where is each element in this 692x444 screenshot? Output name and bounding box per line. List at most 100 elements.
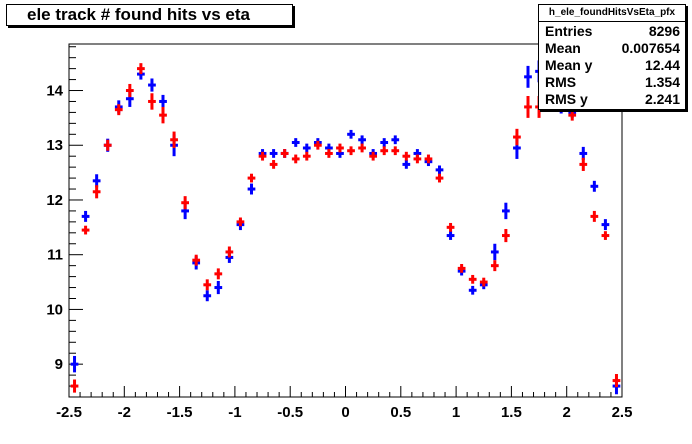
data-point: [225, 246, 234, 258]
data-point: [391, 146, 400, 156]
x-tick-label: 0: [341, 404, 349, 421]
x-tick-label: 2.5: [612, 404, 633, 421]
data-point: [568, 109, 577, 121]
data-point: [114, 104, 123, 116]
stats-label: Mean y: [545, 56, 593, 73]
y-tick-label: 9: [55, 356, 63, 373]
stats-value: 2.241: [644, 90, 680, 107]
x-tick-label: -2.5: [56, 404, 82, 421]
stats-histogram-name: h_ele_foundHitsVsEta_pfx: [539, 5, 685, 22]
data-point: [612, 374, 621, 388]
x-tick-label: 0.5: [390, 404, 411, 421]
data-point: [358, 143, 366, 153]
stats-value: 8296: [648, 22, 680, 39]
data-point: [380, 138, 389, 147]
data-point: [247, 183, 256, 195]
stats-value: 0.007654: [621, 39, 680, 56]
data-point: [579, 157, 588, 171]
data-point: [170, 131, 178, 148]
data-point: [424, 154, 433, 164]
stats-label: RMS y: [545, 90, 588, 107]
data-point: [291, 154, 300, 164]
x-tick-label: 1: [452, 404, 460, 421]
data-point: [137, 63, 145, 75]
data-point: [479, 277, 488, 287]
data-point: [258, 151, 267, 161]
y-tick-label: 11: [47, 247, 63, 264]
data-point: [325, 149, 333, 158]
data-point: [369, 151, 378, 161]
x-tick-label: 1.5: [501, 404, 522, 421]
y-tick-label: 10: [46, 301, 63, 318]
stats-box: h_ele_foundHitsVsEta_pfx Entries 8296 Me…: [538, 4, 686, 110]
data-point: [92, 185, 101, 199]
stats-row-mean-y: Mean y 12.44: [539, 56, 685, 73]
data-point: [203, 290, 212, 302]
data-point: [590, 180, 599, 192]
data-point: [313, 140, 322, 150]
data-point: [524, 65, 532, 88]
stats-value: 1.354: [644, 73, 680, 90]
stats-label: Mean: [545, 39, 581, 56]
data-point: [214, 280, 223, 295]
data-point: [402, 160, 411, 169]
data-point: [347, 129, 355, 139]
series-1: [70, 63, 621, 393]
y-tick-label: 14: [46, 83, 63, 100]
data-point: [70, 355, 79, 373]
data-point: [302, 143, 311, 153]
data-point: [501, 228, 510, 243]
x-tick-label: 2: [563, 404, 571, 421]
data-point: [446, 231, 455, 240]
axis-tick-labels: -2.5 -2 -1.5 -1 -0.5 0 0.5 1 1.5 2 2.5 9 10 11 12 13 14: [46, 83, 632, 421]
data-point: [103, 139, 112, 151]
data-point: [358, 135, 366, 145]
x-tick-label: -1: [228, 404, 241, 421]
data-point: [159, 94, 167, 109]
data-point: [601, 231, 610, 240]
stats-label: RMS: [545, 73, 577, 90]
stats-row-rms-y: RMS y 2.241: [539, 90, 685, 107]
data-point: [159, 106, 167, 124]
axis-ticks: [68, 46, 623, 397]
data-point: [524, 95, 532, 118]
data-point: [247, 173, 256, 183]
data-point: [490, 260, 499, 272]
data-point: [70, 379, 79, 393]
data-point: [280, 149, 289, 158]
data-point: [468, 274, 477, 284]
data-point: [148, 78, 156, 92]
data-point: [501, 202, 510, 220]
data-point: [269, 149, 278, 158]
data-point: [125, 83, 134, 98]
y-tick-label: 13: [46, 137, 63, 154]
y-tick-label: 12: [46, 192, 63, 209]
data-point: [601, 219, 610, 231]
data-point: [81, 225, 90, 235]
data-point: [192, 254, 201, 266]
data-point: [380, 146, 389, 156]
data-point: [446, 222, 455, 232]
data-point: [148, 93, 156, 110]
data-point: [590, 210, 599, 222]
stats-label: Entries: [545, 22, 593, 39]
data-point: [214, 268, 223, 280]
chart-title: ele track # found hits vs eta: [6, 4, 293, 26]
x-tick-label: -1.5: [167, 404, 193, 421]
data-point: [347, 146, 355, 156]
stats-value: 12.44: [644, 56, 680, 73]
data-point: [391, 135, 400, 145]
data-point: [413, 154, 422, 164]
data-point: [402, 151, 411, 161]
data-point: [513, 128, 521, 146]
data-point: [302, 151, 311, 161]
data-point: [490, 243, 499, 261]
data-point: [435, 173, 444, 183]
data-point: [203, 279, 212, 291]
data-point: [336, 143, 344, 153]
data-markers: [70, 60, 621, 395]
stats-row-mean: Mean 0.007654: [539, 39, 685, 56]
stats-row-rms: RMS 1.354: [539, 73, 685, 90]
x-tick-label: -0.5: [277, 404, 303, 421]
